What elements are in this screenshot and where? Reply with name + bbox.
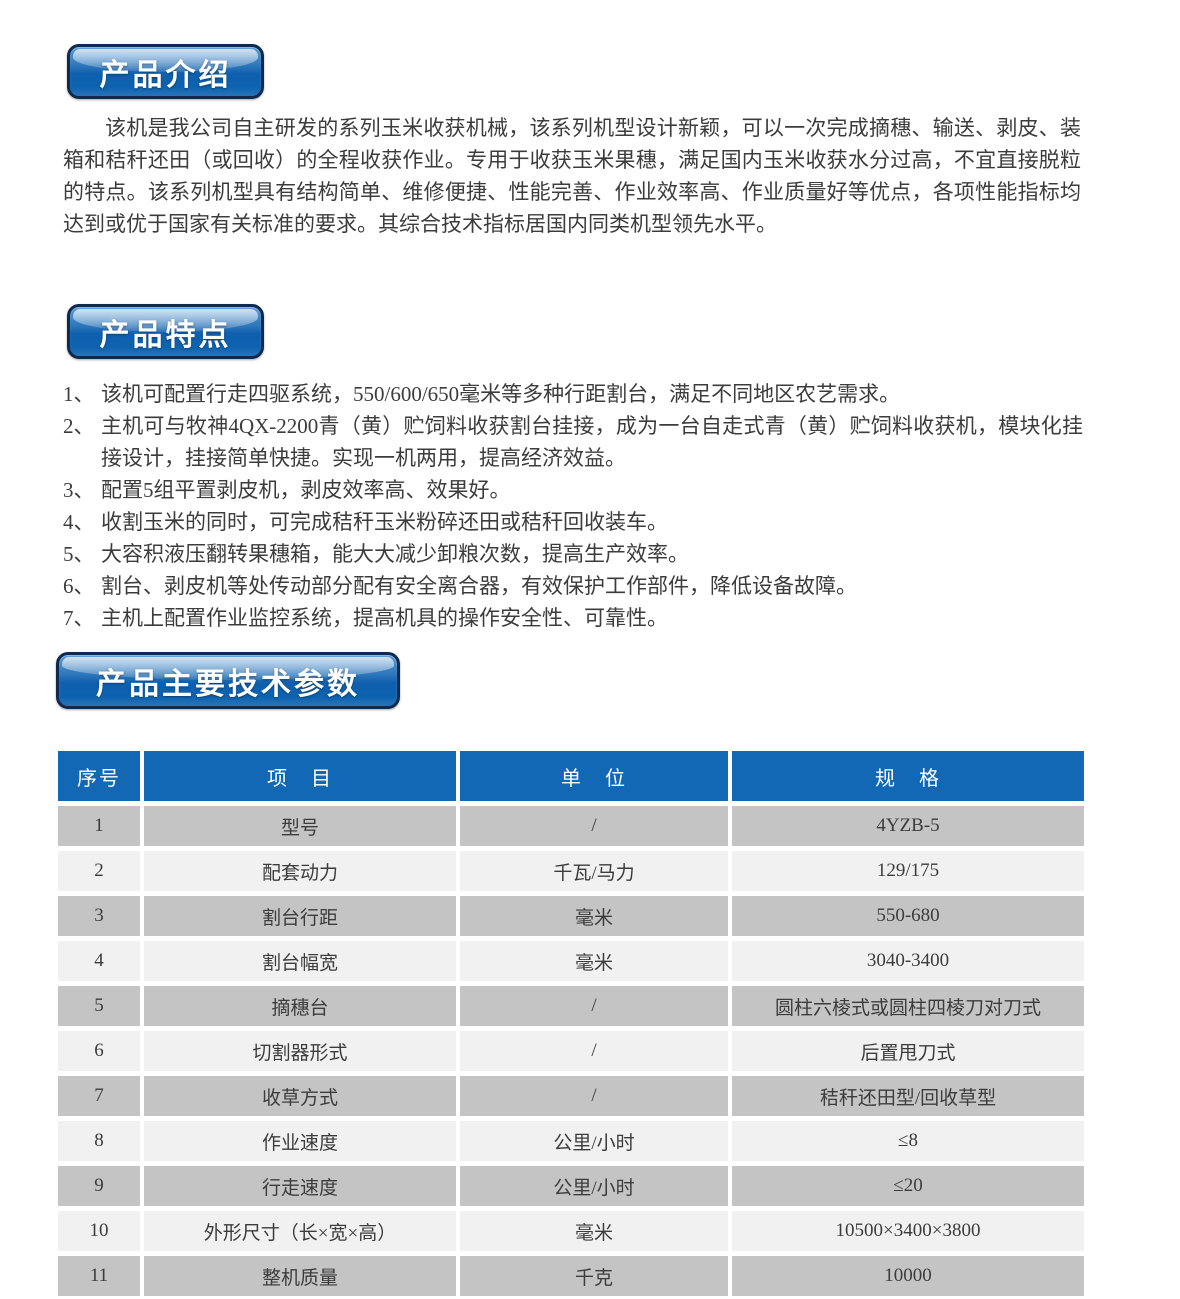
section-title-intro: 产品介绍 <box>99 58 232 92</box>
cell-unit: 公里/小时 <box>460 1166 728 1206</box>
section-title-features: 产品特点 <box>99 318 232 352</box>
cell-seq: 7 <box>58 1076 140 1116</box>
cell-spec: 550-680 <box>732 896 1084 936</box>
feature-number: 4、 <box>63 510 95 534</box>
cell-spec: 4YZB-5 <box>732 806 1084 846</box>
feature-item: 4、 收割玉米的同时，可完成秸秆玉米粉碎还田或秸秆回收装车。 <box>63 506 1083 538</box>
column-header: 单 位 <box>460 751 728 801</box>
cell-item: 切割器形式 <box>144 1031 456 1071</box>
table-row: 1 型号/4YZB-5 <box>58 806 1084 846</box>
cell-spec: 秸秆还田型/回收草型 <box>732 1076 1084 1116</box>
cell-item: 割台幅宽 <box>144 941 456 981</box>
cell-seq: 3 <box>58 896 140 936</box>
feature-text: 配置5组平置剥皮机，剥皮效率高、效果好。 <box>101 478 511 502</box>
feature-item: 2、 主机可与牧神4QX-2200青（黄）贮饲料收获割台挂接，成为一台自走式青（黄… <box>63 410 1083 474</box>
cell-unit: 千瓦/马力 <box>460 851 728 891</box>
feature-text: 大容积液压翻转果穗箱，能大大减少卸粮次数，提高生产效率。 <box>101 542 689 566</box>
cell-spec: 后置甩刀式 <box>732 1031 1084 1071</box>
cell-seq: 1 <box>58 806 140 846</box>
table-row: 9 行走速度 公里/小时 ≤20 <box>58 1166 1084 1206</box>
feature-text: 割台、剥皮机等处传动部分配有安全离合器，有效保护工作部件，降低设备故障。 <box>101 574 857 598</box>
cell-spec: 10000 <box>732 1256 1084 1296</box>
cell-unit: / <box>460 986 728 1026</box>
cell-unit: 毫米 <box>460 896 728 936</box>
cell-unit: / <box>460 806 728 846</box>
column-header: 规 格 <box>732 751 1084 801</box>
specs-table-header-row: 序号项 目单 位规 格 <box>58 751 1084 801</box>
cell-item: 行走速度 <box>144 1166 456 1206</box>
cell-seq: 6 <box>58 1031 140 1071</box>
feature-number: 5、 <box>63 542 95 566</box>
feature-number: 3、 <box>63 478 95 502</box>
table-row: 7 收草方式 / 秸秆还田型/回收草型 <box>58 1076 1084 1116</box>
feature-item: 6、 割台、剥皮机等处传动部分配有安全离合器，有效保护工作部件，降低设备故障。 <box>63 570 1083 602</box>
cell-item: 摘穗台 <box>144 986 456 1026</box>
table-row: 11 整机质量 千克 10000 <box>58 1256 1084 1296</box>
table-row: 8 作业速度 公里/小时 ≤8 <box>58 1121 1084 1161</box>
cell-item: 割台行距 <box>144 896 456 936</box>
table-row: 2 配套动力 千瓦/马力 129/175 <box>58 851 1084 891</box>
cell-unit: 千克 <box>460 1256 728 1296</box>
cell-item: 整机质量 <box>144 1256 456 1296</box>
table-row: 6 切割器形式 / 后置甩刀式 <box>58 1031 1084 1071</box>
cell-unit: 公里/小时 <box>460 1121 728 1161</box>
feature-text: 收割玉米的同时，可完成秸秆玉米粉碎还田或秸秆回收装车。 <box>101 510 668 534</box>
cell-item: 配套动力 <box>144 851 456 891</box>
cell-spec: 圆柱六棱式或圆柱四棱刀对刀式 <box>732 986 1084 1026</box>
cell-seq: 8 <box>58 1121 140 1161</box>
cell-spec: 129/175 <box>732 851 1084 891</box>
intro-paragraph: 该机是我公司自主研发的系列玉米收获机械，该系列机型设计新颖，可以一次完成摘穗、输… <box>63 116 1081 236</box>
table-row: 3 割台行距 毫米 550-680 <box>58 896 1084 936</box>
feature-number: 7、 <box>63 606 95 630</box>
feature-item: 1、 该机可配置行走四驱系统，550/600/650毫米等多种行距割台，满足不同地… <box>63 378 1083 410</box>
table-row: 5 摘穗台 / 圆柱六棱式或圆柱四棱刀对刀式 <box>58 986 1084 1026</box>
cell-item: 收草方式 <box>144 1076 456 1116</box>
cell-spec: ≤20 <box>732 1166 1084 1206</box>
feature-number: 2、 <box>63 414 95 438</box>
cell-unit: / <box>460 1076 728 1116</box>
feature-text: 主机可与牧神4QX-2200青（黄）贮饲料收获割台挂接，成为一台自走式青（黄）贮… <box>101 414 1083 470</box>
cell-item: 作业速度 <box>144 1121 456 1161</box>
cell-spec: ≤8 <box>732 1121 1084 1161</box>
cell-seq: 11 <box>58 1256 140 1296</box>
feature-item: 5、 大容积液压翻转果穗箱，能大大减少卸粮次数，提高生产效率。 <box>63 538 1083 570</box>
table-row: 10 外形尺寸（长×宽×高） 毫米 10500×3400×3800 <box>58 1211 1084 1251</box>
table-row: 4 割台幅宽 毫米 3040-3400 <box>58 941 1084 981</box>
cell-item: 型号 <box>144 806 456 846</box>
column-header: 项 目 <box>144 751 456 801</box>
cell-seq: 5 <box>58 986 140 1026</box>
column-header: 序号 <box>58 751 140 801</box>
section-badge-intro: 产品介绍 <box>67 44 264 99</box>
cell-unit: 毫米 <box>460 1211 728 1251</box>
cell-spec: 10500×3400×3800 <box>732 1211 1084 1251</box>
cell-item: 外形尺寸（长×宽×高） <box>144 1211 456 1251</box>
specs-table: 序号项 目单 位规 格 1 型号/4YZB-5 2 配套动力 千瓦/马力 129/175 3… <box>54 746 1088 1299</box>
feature-number: 1、 <box>63 382 95 406</box>
cell-seq: 4 <box>58 941 140 981</box>
cell-unit: 毫米 <box>460 941 728 981</box>
feature-item: 7、 主机上配置作业监控系统，提高机具的操作安全性、可靠性。 <box>63 602 1083 634</box>
cell-seq: 10 <box>58 1211 140 1251</box>
cell-seq: 9 <box>58 1166 140 1206</box>
cell-seq: 2 <box>58 851 140 891</box>
cell-spec: 3040-3400 <box>732 941 1084 981</box>
section-title-specs: 产品主要技术参数 <box>96 667 360 701</box>
feature-text: 主机上配置作业监控系统，提高机具的操作安全性、可靠性。 <box>101 606 668 630</box>
feature-text: 该机可配置行走四驱系统，550/600/650毫米等多种行距割台，满足不同地区农… <box>101 382 901 406</box>
section-badge-specs: 产品主要技术参数 <box>56 652 400 709</box>
feature-number: 6、 <box>63 574 95 598</box>
section-badge-features: 产品特点 <box>67 304 264 359</box>
cell-unit: / <box>460 1031 728 1071</box>
feature-list: 1、 该机可配置行走四驱系统，550/600/650毫米等多种行距割台，满足不同地… <box>63 378 1083 634</box>
feature-item: 3、 配置5组平置剥皮机，剥皮效率高、效果好。 <box>63 474 1083 506</box>
